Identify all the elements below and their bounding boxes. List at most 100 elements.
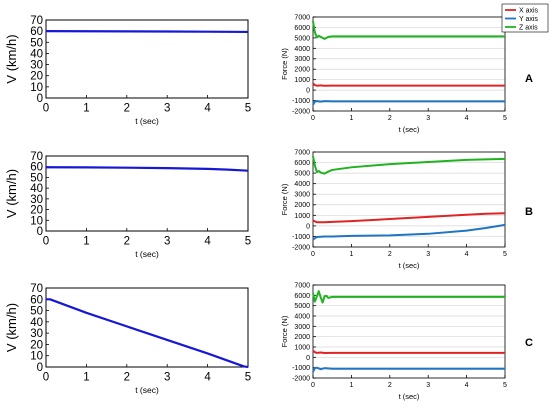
y-tick-label: 60 xyxy=(30,162,43,174)
y-tick-label: 4000 xyxy=(294,313,310,320)
series-line-y-axis xyxy=(312,223,506,241)
y-tick-label: 1000 xyxy=(294,213,310,220)
chart-a-force: -2000 -1000 0 1000 2000 3000 4000 5000 6000 7000 0… xyxy=(280,14,507,134)
y-tick-label: 6000 xyxy=(294,25,310,32)
x-tick-label: 1 xyxy=(349,382,353,389)
y-tick-label: -1000 xyxy=(292,98,310,105)
y-tick-label: 2000 xyxy=(294,202,310,209)
y-axis-label: V (km/h) xyxy=(4,34,19,83)
x-tick-label: 2 xyxy=(388,382,392,389)
y-tick-label: 4000 xyxy=(294,181,310,188)
series-line-x-axis xyxy=(312,212,506,224)
y-tick-label: 7000 xyxy=(294,14,310,21)
y-tick-label: 70 xyxy=(30,151,43,163)
y-tick-label: 10 xyxy=(30,351,43,363)
x-tick-label: 4 xyxy=(465,382,469,389)
y-tick-label: 0 xyxy=(306,223,310,230)
row-label-c: C xyxy=(525,337,533,349)
x-axis-label: t (sec) xyxy=(399,261,420,270)
x-tick-label: 4 xyxy=(465,251,469,258)
legend-label: Z axis xyxy=(519,25,538,32)
x-tick-label: 5 xyxy=(245,372,251,384)
y-tick-label: -2000 xyxy=(292,108,310,115)
x-tick-label: 3 xyxy=(426,251,430,258)
x-tick-label: 3 xyxy=(426,382,430,389)
y-tick-label: 3000 xyxy=(294,192,310,199)
y-tick-label: 40 xyxy=(30,48,43,60)
x-tick-label: 5 xyxy=(245,103,251,115)
y-tick-label: 30 xyxy=(30,60,43,72)
y-tick-label: 6000 xyxy=(294,293,310,300)
y-tick-label: 50 xyxy=(30,37,43,49)
x-tick-label: 2 xyxy=(124,103,130,115)
x-tick-label: 5 xyxy=(503,382,507,389)
y-tick-label: 50 xyxy=(30,306,43,318)
series-line-velocity xyxy=(45,30,249,34)
x-tick-label: 3 xyxy=(164,103,170,115)
chart-c-force: -2000 -1000 0 1000 2000 3000 4000 5000 6000 7000 0… xyxy=(280,282,507,401)
y-axis-label: Force (N) xyxy=(280,48,289,80)
y-tick-label: 50 xyxy=(30,172,43,184)
y-tick-label: -1000 xyxy=(292,234,310,241)
y-tick-label: 0 xyxy=(37,226,43,238)
x-tick-label: 2 xyxy=(124,372,130,384)
row-label-b: B xyxy=(525,206,533,218)
x-tick-label: 2 xyxy=(124,236,130,248)
series-line-y-axis xyxy=(312,366,505,373)
y-tick-label: 0 xyxy=(37,93,43,105)
x-axis-label: t (sec) xyxy=(135,116,159,126)
y-tick-label: 20 xyxy=(30,339,43,351)
x-tick-label: 1 xyxy=(349,115,353,122)
y-tick-label: 5000 xyxy=(294,35,310,42)
row-label-a: A xyxy=(525,73,533,85)
legend-label: Y axis xyxy=(519,16,538,23)
y-tick-label: 60 xyxy=(30,294,43,306)
y-tick-label: 4000 xyxy=(294,46,310,53)
y-tick-label: 30 xyxy=(30,328,43,340)
x-tick-label: 0 xyxy=(43,236,49,248)
chart-b-force: -2000 -1000 0 1000 2000 3000 4000 5000 6000 7000 0… xyxy=(280,149,507,270)
x-tick-label: 3 xyxy=(164,372,170,384)
y-tick-label: 2000 xyxy=(294,334,310,341)
x-tick-label: 0 xyxy=(311,115,315,122)
plot-frame xyxy=(312,16,506,112)
y-tick-label: -2000 xyxy=(292,375,310,382)
legend-label: X axis xyxy=(519,8,539,15)
series-line-x-axis xyxy=(312,82,505,87)
plot-frame xyxy=(312,151,506,248)
plot-frame xyxy=(45,287,249,368)
x-axis-label: t (sec) xyxy=(399,392,420,401)
y-tick-label: 5000 xyxy=(294,303,310,310)
y-tick-label: 0 xyxy=(37,362,43,374)
y-tick-label: 1000 xyxy=(294,77,310,84)
y-axis-label: Force (N) xyxy=(280,315,289,347)
y-axis-label: V (km/h) xyxy=(4,303,19,352)
x-tick-label: 5 xyxy=(245,236,251,248)
x-axis-label: t (sec) xyxy=(135,249,159,259)
x-tick-label: 4 xyxy=(204,236,211,248)
y-tick-label: 40 xyxy=(30,183,43,195)
x-tick-label: 1 xyxy=(83,103,89,115)
y-axis-label: V (km/h) xyxy=(4,169,19,218)
y-tick-label: 10 xyxy=(30,82,43,94)
y-tick-label: 70 xyxy=(30,283,43,295)
y-tick-label: 30 xyxy=(30,194,43,206)
y-tick-label: 10 xyxy=(30,215,43,227)
y-tick-label: 7000 xyxy=(294,282,310,289)
series-line-y-axis xyxy=(312,100,505,106)
y-tick-label: 3000 xyxy=(294,324,310,331)
y-tick-label: 2000 xyxy=(294,67,310,74)
series-line-z-axis xyxy=(312,21,505,40)
x-axis-label: t (sec) xyxy=(399,125,420,134)
series-line-x-axis xyxy=(312,349,505,354)
x-tick-label: 0 xyxy=(311,382,315,389)
x-tick-label: 0 xyxy=(43,103,49,115)
y-tick-label: 1000 xyxy=(294,344,310,351)
plot-frame xyxy=(312,284,506,379)
series-line-velocity xyxy=(46,298,249,369)
x-tick-label: 2 xyxy=(388,115,392,122)
